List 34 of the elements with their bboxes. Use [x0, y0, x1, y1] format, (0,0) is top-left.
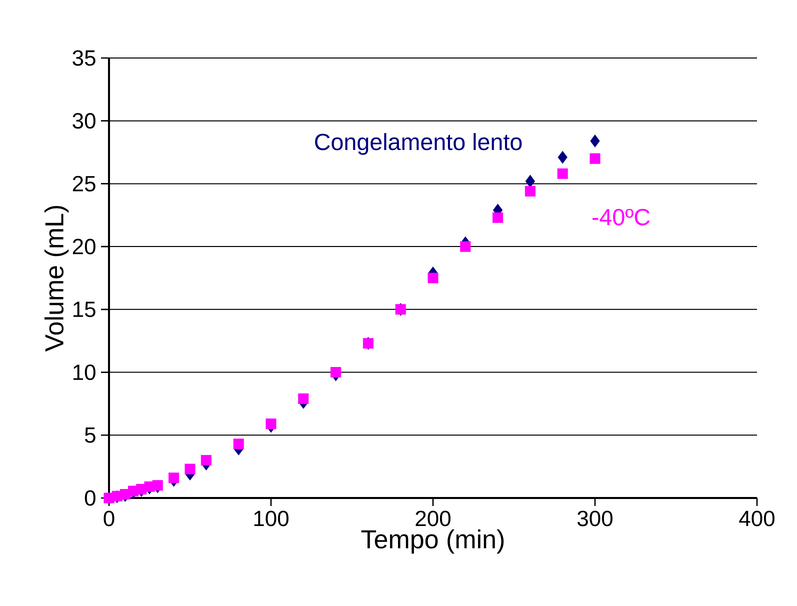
x-tick-label: 300: [577, 510, 612, 526]
series-label: Congelamento lento: [315, 133, 522, 155]
x-tick-label: 0: [104, 510, 114, 526]
point: [590, 134, 600, 148]
y-tick-label: 15: [73, 302, 96, 318]
y-tick-label: 35: [72, 50, 96, 66]
point: [524, 186, 536, 197]
point: [525, 174, 535, 188]
point: [590, 153, 600, 164]
y-axis-title: Volume (mL): [44, 206, 69, 352]
point: [168, 472, 180, 484]
x-tick-label: 100: [254, 510, 288, 526]
y-tick-label: 5: [84, 427, 96, 443]
point: [298, 393, 309, 404]
point: [184, 464, 196, 474]
point: [266, 418, 276, 430]
y-tick-label: 20: [72, 238, 96, 254]
point: [428, 272, 438, 284]
y-tick-label: 30: [72, 113, 96, 129]
point: [330, 367, 342, 378]
y-tick-label: 25: [72, 176, 96, 192]
x-tick-label: 200: [416, 510, 450, 526]
point: [557, 168, 568, 179]
point: [460, 241, 471, 252]
series-label: -40ºC: [592, 208, 650, 226]
y-tick-label: 0: [84, 490, 96, 506]
point: [200, 455, 212, 466]
point: [152, 480, 163, 491]
x-tick-label: 400: [739, 510, 774, 526]
point: [558, 151, 568, 164]
point: [492, 212, 504, 223]
y-tick-label: 10: [73, 364, 96, 380]
x-axis-title: Tempo (min): [361, 529, 504, 554]
point: [233, 438, 244, 450]
